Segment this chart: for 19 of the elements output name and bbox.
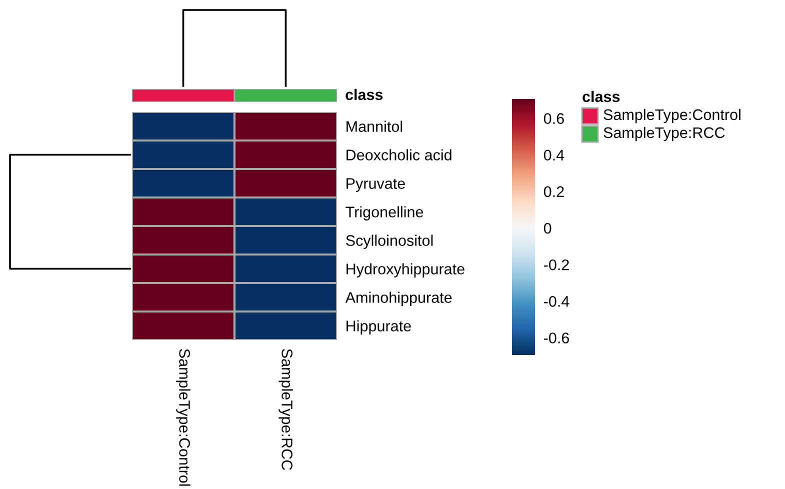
color-bar-label: 0	[544, 222, 552, 234]
text: SampleType:RCC	[604, 126, 725, 142]
y-tick-label: Hydroxyhippurate	[346, 263, 464, 278]
y-tick-label: Trigonelline	[346, 206, 424, 220]
y-tick-label: Scylloinositol	[346, 234, 433, 249]
y-tick-label: Aminohippurate	[345, 292, 452, 306]
color-bar-label: 0.6	[544, 113, 564, 124]
color-bar-label: 0.4	[544, 150, 564, 161]
color-bar-label: -0.4	[544, 296, 570, 307]
text: class	[346, 88, 383, 100]
text: class	[582, 90, 620, 102]
text: SampleType:Control	[604, 108, 740, 124]
y-tick-label: Deoxcholic acid	[346, 149, 452, 160]
color-bar-label: -0.2	[544, 259, 569, 270]
y-tick-label: Pyruvate	[346, 178, 405, 192]
y-tick-label: Mannitol	[346, 120, 402, 132]
y-tick-label: Hippurate	[346, 320, 411, 334]
color-bar-label: 0.2	[544, 186, 564, 198]
color-bar-label: -0.6	[544, 332, 569, 344]
